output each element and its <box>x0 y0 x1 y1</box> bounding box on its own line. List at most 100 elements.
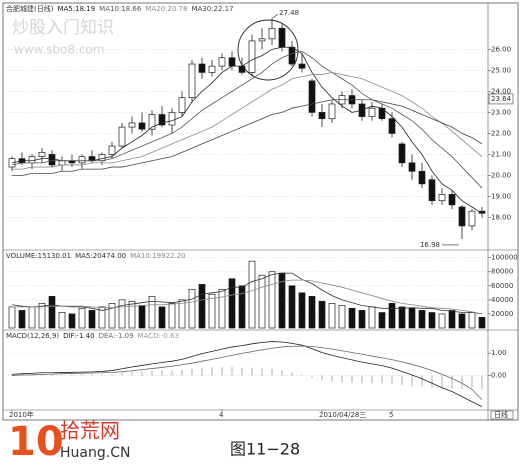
volume-bar <box>248 260 256 329</box>
candle-body <box>188 63 196 99</box>
indicator-line <box>11 341 483 408</box>
candle-body <box>328 103 336 120</box>
y-tick-label: 26.00 <box>491 45 511 53</box>
candle-body <box>268 27 276 40</box>
legend-title: MACD(12,26,9) <box>6 332 59 340</box>
candle-body <box>28 156 36 164</box>
y-tick-label: 21.00 <box>491 150 511 158</box>
y-tick-label: 22.00 <box>491 129 511 137</box>
indicator-line <box>12 279 483 315</box>
legend-entry: MA10:18.66 <box>99 5 142 13</box>
candle-body <box>468 210 476 227</box>
candle-body <box>118 126 126 147</box>
volume-bar <box>408 307 416 329</box>
candle-body <box>278 27 286 48</box>
volume-bar <box>348 307 356 329</box>
chart-frame <box>2 2 519 421</box>
candle-body <box>108 145 116 155</box>
volume-bar <box>258 274 266 329</box>
candle-body <box>318 112 326 120</box>
volume-bar <box>358 310 366 329</box>
y-tick-label: 1.00 <box>491 349 507 357</box>
legend-title: 合肥城建(日线) <box>6 4 54 13</box>
volume-bar <box>338 305 346 329</box>
candle-body <box>228 57 236 67</box>
volume-bar <box>298 292 306 329</box>
candle-body <box>398 143 406 164</box>
legend: MACD(12,26,9) DIF:-1.40 DEA:-1.09 MACD:-0.6… <box>6 332 179 340</box>
candle-body <box>248 40 256 73</box>
indicator-line <box>12 72 483 170</box>
y-tick-label: 100000 <box>491 254 518 262</box>
legend-entry: MA30:22.17 <box>191 5 233 13</box>
candle-body <box>168 112 176 126</box>
logo-name: 拾荒网 <box>60 419 120 443</box>
volume-bar <box>198 284 206 329</box>
high-annotation: 27.48 <box>279 9 299 17</box>
candle-body <box>388 118 396 134</box>
volume-bar <box>368 306 376 329</box>
candle-body <box>408 162 416 172</box>
volume-bar <box>478 317 486 329</box>
volume-bar <box>418 310 426 329</box>
period-label[interactable]: 日线 <box>494 410 508 419</box>
volume-bar <box>448 310 456 329</box>
volume-bar <box>438 313 446 329</box>
candle-body <box>368 107 376 117</box>
legend-title: VOLUME:15130.01 <box>6 252 71 260</box>
candle-body <box>288 46 296 65</box>
volume-bar <box>388 303 396 329</box>
candle-body <box>438 194 446 202</box>
candle-body <box>218 57 226 67</box>
candle-body <box>48 154 56 166</box>
volume-bar <box>118 299 126 329</box>
indicator-line <box>11 345 483 401</box>
legend-entry: DEA:-1.09 <box>99 332 134 340</box>
volume-bar <box>158 306 166 329</box>
candle-body <box>38 151 46 157</box>
watermark-title: 炒股入门知识 <box>12 18 114 38</box>
logo-site: Huang.CN <box>60 445 130 461</box>
volume-bar <box>428 312 436 329</box>
candle-body <box>308 80 316 113</box>
volume-bar <box>98 306 106 329</box>
legend-entry: MACD:-0.63 <box>138 332 179 340</box>
volume-bar <box>18 310 26 329</box>
candle-body <box>58 160 66 166</box>
period-button[interactable] <box>490 410 514 420</box>
volume-bar <box>38 303 46 329</box>
x-tick-label: 2010年 <box>9 410 34 419</box>
volume-bar <box>28 306 36 329</box>
volume-bar <box>308 295 316 329</box>
volume-bar <box>8 306 16 329</box>
legend-entry: MA20:20.78 <box>145 5 187 13</box>
y-tick-label: 40000 <box>491 296 513 304</box>
x-tick-label: 5 <box>389 411 393 419</box>
volume-bar <box>68 313 76 329</box>
logo-mark: 10 <box>8 419 64 465</box>
volume-bar <box>88 310 96 329</box>
y-tick-label: 80000 <box>491 268 513 276</box>
indicator-line <box>11 272 483 314</box>
candle-body <box>178 97 186 113</box>
volume-bar <box>318 300 326 329</box>
candle-body <box>478 210 486 214</box>
candle-body <box>158 114 166 126</box>
volume-bar <box>108 303 116 329</box>
candle-body <box>138 122 146 130</box>
y-tick-label: 20000 <box>491 310 513 318</box>
legend: VOLUME:15130.01 MA5:20474.00 MA10:19922.20 <box>6 252 186 260</box>
indicator-line <box>12 99 483 176</box>
y-tick-label: 23.00 <box>491 108 511 116</box>
candle-body <box>128 122 136 128</box>
volume-bar <box>58 312 66 329</box>
candle-body <box>198 63 206 73</box>
candle-body <box>78 156 86 164</box>
candle-body <box>428 179 436 202</box>
volume-bar <box>288 285 296 329</box>
price-marker-box <box>488 93 514 105</box>
x-tick-label: 4 <box>219 411 224 419</box>
volume-bar <box>178 299 186 329</box>
volume-bar <box>328 303 336 329</box>
y-tick-label: 0.00 <box>491 371 507 379</box>
